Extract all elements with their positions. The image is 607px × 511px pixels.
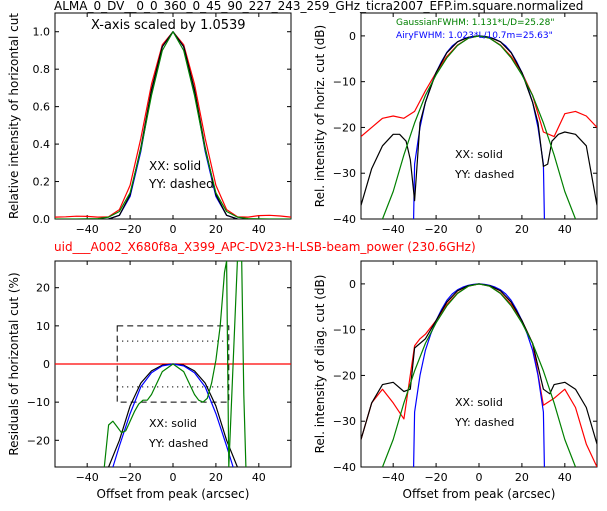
y-tick-label: 0: [43, 358, 50, 371]
x-tick-label: −20: [118, 223, 141, 236]
y-axis-label: Residuals of horizontal cut (%): [7, 272, 21, 455]
y-tick-label: −30: [333, 415, 356, 428]
figure-title: ALMA_0_DV__0_0_360_0_45_90_227_243_259_G…: [54, 0, 583, 13]
legend-entry-yy: YY: dashed: [454, 168, 514, 181]
x-tick-label: 20: [209, 471, 223, 484]
x-tick-label: 40: [252, 223, 266, 236]
figure-subtitle: uid___A002_X680f8a_X399_APC-DV23-H-LSB-b…: [54, 240, 476, 254]
y-tick-label: −20: [27, 434, 50, 447]
y-tick-label: 0.2: [33, 176, 51, 189]
y-axis-label: Rel. intensity of diag. cut (dB): [313, 275, 327, 454]
legend-entry-yy: YY: dashed: [148, 177, 214, 191]
series-line-3: [103, 261, 247, 467]
y-tick-label: 1.0: [33, 26, 51, 39]
axes-frame: [360, 12, 598, 220]
y-tick-label: −10: [333, 76, 356, 89]
x-tick-label: −40: [76, 471, 99, 484]
y-tick-label: 0.6: [33, 101, 51, 114]
y-tick-label: −30: [333, 167, 356, 180]
x-tick-label: −20: [118, 471, 141, 484]
x-tick-label: 0: [476, 223, 483, 236]
plot-area: [361, 283, 597, 467]
x-tick-label: 0: [476, 471, 483, 484]
series-line-2: [112, 363, 234, 467]
x-tick-label: −40: [382, 471, 405, 484]
y-tick-label: −10: [27, 396, 50, 409]
residual-dashed-box: [116, 325, 230, 403]
x-tick-label: 20: [209, 223, 223, 236]
x-tick-label: 0: [170, 223, 177, 236]
axes-frame: [360, 260, 598, 468]
x-tick-label: −20: [424, 471, 447, 484]
x-tick-label: 20: [515, 471, 529, 484]
series-line-3: [381, 35, 577, 219]
legend-entry-yy: YY: dashed: [148, 437, 208, 450]
x-tick-label: 40: [558, 471, 572, 484]
y-tick-label: −40: [333, 213, 356, 226]
x-tick-label: 0: [170, 471, 177, 484]
x-tick-label: −40: [76, 223, 99, 236]
y-tick-label: 0: [349, 278, 356, 291]
x-axis-label: Offset from peak (arcsec): [97, 487, 250, 501]
series-line-3: [381, 283, 577, 467]
x-tick-label: 40: [252, 471, 266, 484]
y-tick-label: 0.4: [33, 138, 51, 151]
y-tick-label: −40: [333, 461, 356, 474]
y-tick-label: 0.8: [33, 63, 51, 76]
y-tick-label: 0: [349, 30, 356, 43]
series-line-1: [108, 363, 238, 467]
plot-area: [55, 31, 291, 219]
series-line-1: [413, 35, 545, 219]
legend-entry-xx: XX: solid: [149, 159, 201, 173]
series-line-1: [413, 283, 545, 467]
chart-panel-bottom-left: −40 −20 0 20 40 20 10 0 −10 −20 Residuals of horiz…: [7, 260, 292, 501]
series-line-0: [361, 283, 597, 467]
chart-panel-top-right: −40 −20 0 20 40 0 −10 −20 −30 −40 Rel. intensity o…: [313, 12, 598, 236]
series-line-3: [55, 31, 291, 219]
x-tick-label: −20: [424, 223, 447, 236]
legend-entry-yy: YY: dashed: [454, 416, 514, 429]
y-tick-label: 0.0: [33, 213, 51, 226]
chart-panel-top-left: −40 −20 0 20 40 0.0 0.2 0.4 0.6 0.8 1.0 Relative in…: [7, 12, 292, 236]
fwhm-label-0: GaussianFWHM: 1.131*L/D=25.28": [396, 18, 554, 28]
x-axis-scale-annotation: X-axis scaled by 1.0539: [91, 18, 246, 33]
y-tick-label: −20: [333, 121, 356, 134]
x-tick-label: 40: [558, 223, 572, 236]
y-axis-label: Relative intensity of horizontal cut: [7, 13, 21, 219]
chart-panel-bottom-right: −40 −20 0 20 40 0 −10 −20 −30 −40 Rel. intensity o…: [313, 260, 598, 501]
plot-area: [361, 35, 597, 219]
x-tick-label: −40: [382, 223, 405, 236]
x-tick-label: 20: [515, 223, 529, 236]
legend-entry-xx: XX: solid: [149, 417, 197, 430]
y-tick-label: 10: [36, 320, 50, 333]
plot-area: [55, 261, 291, 467]
series-line-0: [361, 35, 597, 138]
legend-entry-xx: XX: solid: [455, 396, 503, 409]
fwhm-label-1: AiryFWHM: 1.023*L/10.7m=25.63": [396, 31, 553, 41]
y-tick-label: −20: [333, 369, 356, 382]
x-axis-label: Offset from peak (arcsec): [403, 487, 556, 501]
y-tick-label: 20: [36, 282, 50, 295]
legend-entry-xx: XX: solid: [455, 148, 503, 161]
y-axis-label: Rel. intensity of horiz. cut (dB): [313, 25, 327, 207]
y-tick-label: −10: [333, 324, 356, 337]
